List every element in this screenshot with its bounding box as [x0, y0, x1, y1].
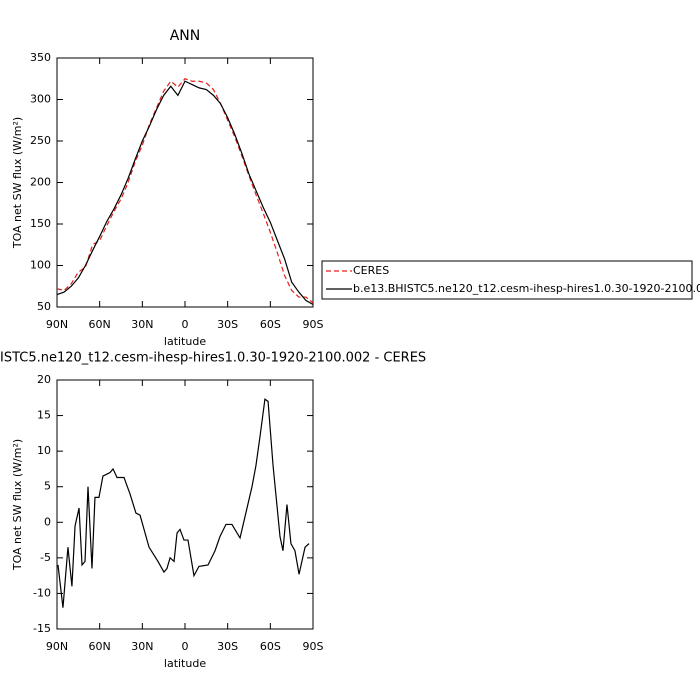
x-axis-label: latitude [164, 657, 206, 670]
x-tick-label: 0 [182, 640, 189, 653]
x-tick-label: 30N [131, 640, 153, 653]
y-tick-label: 250 [30, 134, 51, 147]
x-tick-label: 90S [303, 318, 324, 331]
y-axis-label: TOA net SW flux (W/m²) [11, 439, 24, 571]
y-tick-label: 15 [37, 409, 51, 422]
y-tick-label: 20 [37, 373, 51, 386]
x-tick-label: 30S [217, 640, 238, 653]
data-line [57, 398, 310, 608]
chart-title: ANN [170, 28, 201, 44]
y-tick-label: 350 [30, 51, 51, 64]
x-tick-label: 90N [46, 318, 68, 331]
data-line [56, 78, 314, 304]
y-tick-label: 100 [30, 259, 51, 272]
y-tick-label: 150 [30, 217, 51, 230]
y-tick-label: 50 [37, 300, 51, 313]
y-tick-label: 200 [30, 176, 51, 189]
x-tick-label: 30N [131, 318, 153, 331]
x-tick-label: 60N [89, 640, 111, 653]
y-tick-label: 5 [44, 480, 51, 493]
y-axis-label: TOA net SW flux (W/m²) [11, 117, 24, 249]
legend-label: b.e13.BHISTC5.ne120_t12.cesm-ihesp-hires… [353, 282, 700, 295]
legend-box [321, 260, 693, 300]
x-tick-label: 0 [182, 318, 189, 331]
y-tick-label: 300 [30, 93, 51, 106]
x-tick-label: 30S [217, 318, 238, 331]
chart-title: ISTC5.ne120_t12.cesm-ihesp-hires1.0.30-1… [0, 351, 426, 366]
y-tick-label: -15 [33, 622, 51, 635]
x-tick-label: 90S [303, 640, 324, 653]
legend-label: CERES [353, 264, 389, 277]
x-tick-label: 60N [89, 318, 111, 331]
y-tick-label: -5 [40, 551, 51, 564]
x-tick-label: 60S [260, 318, 281, 331]
x-tick-label: 60S [260, 640, 281, 653]
y-tick-label: 0 [44, 515, 51, 528]
data-line [56, 80, 314, 306]
x-tick-label: 90N [46, 640, 68, 653]
y-tick-label: 10 [37, 444, 51, 457]
y-tick-label: -10 [33, 586, 51, 599]
x-axis-label: latitude [164, 335, 206, 348]
